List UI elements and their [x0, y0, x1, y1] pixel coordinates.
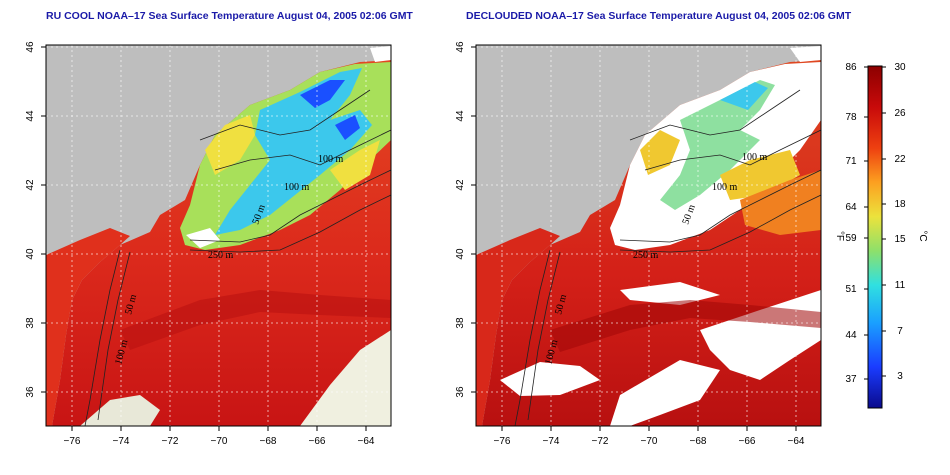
colorbar-c-tick: 18	[894, 199, 906, 210]
right-cloud-ne	[790, 46, 821, 62]
left-contour-label-100m-a: 100 m	[318, 154, 344, 165]
right-lat-tick: 36	[455, 386, 466, 398]
colorbar-f-tick: 51	[845, 284, 857, 295]
right-lon-tick-labels: −76 −74 −72 −70 −68 −66 −64	[494, 436, 805, 447]
colorbar: 86 78 71 64 59 51 44 37 30 26 22 18 15 1…	[834, 62, 928, 409]
right-cloud-south-c	[610, 360, 720, 426]
colorbar-fahrenheit-label: °F	[834, 231, 845, 241]
right-lon-tick: −76	[494, 436, 511, 447]
colorbar-gradient	[867, 65, 883, 409]
right-lat-tick-labels: 46 44 42 40 38 36	[455, 41, 466, 398]
right-cyan-patch	[720, 82, 768, 110]
left-land	[46, 45, 391, 426]
right-lat-tick: 40	[455, 248, 466, 260]
left-lat-tick: 36	[25, 386, 36, 398]
colorbar-c-tick: 3	[897, 371, 903, 382]
right-lon-tick: −72	[592, 436, 609, 447]
colorbar-celsius-ticks: 30 26 22 18 15 11 7 3	[894, 62, 906, 382]
right-lat-tick: 42	[455, 179, 466, 191]
right-map-panel: 100 m 100 m 50 m 250 m 50 m 100 m −76 −7…	[455, 41, 822, 447]
left-coastal-water	[46, 228, 130, 426]
left-cold-core	[300, 80, 360, 140]
left-lon-tick: −64	[358, 436, 375, 447]
right-land	[476, 45, 821, 426]
colorbar-left-ticks	[864, 66, 886, 380]
colorbar-f-tick: 86	[845, 62, 857, 73]
left-lat-tick: 38	[25, 317, 36, 329]
right-yellow-band	[640, 130, 800, 200]
left-cloud-se	[300, 330, 391, 426]
left-contours	[84, 89, 391, 426]
left-lon-tick: −66	[309, 436, 326, 447]
left-lon-tick: −70	[211, 436, 228, 447]
right-lon-tick: −70	[641, 436, 658, 447]
right-coastal-water	[476, 228, 560, 426]
left-yellow-band	[205, 115, 380, 190]
left-lat-tick: 46	[25, 41, 36, 53]
right-panel-title: DECLOUDED NOAA–17 Sea Surface Temperatur…	[466, 10, 852, 22]
colorbar-c-tick: 22	[894, 154, 906, 165]
right-lon-tick: −66	[739, 436, 756, 447]
right-contour-label-100m-a: 100 m	[742, 152, 768, 163]
colorbar-celsius-label: °C	[917, 230, 928, 241]
left-tick-marks	[41, 46, 367, 431]
colorbar-f-tick: 64	[845, 202, 857, 213]
colorbar-f-tick: 59	[845, 233, 857, 244]
left-cloud-ne	[370, 46, 391, 62]
colorbar-f-tick: 44	[845, 330, 857, 341]
colorbar-fahrenheit-ticks: 86 78 71 64 59 51 44 37	[845, 62, 857, 385]
right-lat-tick: 46	[455, 41, 466, 53]
left-cloud-sw	[80, 395, 160, 426]
left-panel-title: RU COOL NOAA–17 Sea Surface Temperature …	[46, 10, 413, 22]
right-cloud-south-a	[620, 282, 720, 305]
right-contour-label-250m: 250 m	[633, 250, 659, 261]
right-lon-tick: −68	[690, 436, 707, 447]
right-orange-band	[740, 170, 821, 235]
right-cool-core	[660, 80, 775, 210]
colorbar-f-tick: 37	[845, 374, 857, 385]
colorbar-c-tick: 7	[897, 326, 903, 337]
left-contour-label-250m: 250 m	[208, 250, 234, 261]
left-lon-tick: −68	[260, 436, 277, 447]
colorbar-c-tick: 11	[895, 280, 906, 291]
right-contour-label-50m-b: 50 m	[553, 293, 569, 316]
right-lon-tick: −64	[788, 436, 805, 447]
left-lat-tick: 40	[25, 248, 36, 260]
right-contours	[514, 89, 821, 426]
right-contour-label-100m-b: 100 m	[712, 182, 738, 193]
colorbar-c-tick: 30	[894, 62, 906, 73]
left-lon-tick: −72	[162, 436, 179, 447]
left-lon-tick: −76	[64, 436, 81, 447]
left-cloud-cape	[186, 228, 220, 248]
colorbar-c-tick: 26	[894, 108, 906, 119]
right-lon-tick: −74	[543, 436, 560, 447]
left-map-panel: 100 m 100 m 50 m 250 m 50 m 100 m −76 −7…	[25, 41, 392, 447]
left-lat-tick: 42	[25, 179, 36, 191]
colorbar-f-tick: 71	[845, 156, 857, 167]
right-tick-marks	[471, 46, 797, 431]
left-contour-label-100m-b: 100 m	[284, 182, 310, 193]
right-lat-tick: 38	[455, 317, 466, 329]
left-gulf-stream	[120, 290, 391, 350]
left-contour-label-50m-b: 50 m	[123, 293, 139, 316]
left-lat-tick-labels: 46 44 42 40 38 36	[25, 41, 36, 398]
left-lat-tick: 44	[25, 110, 36, 122]
right-lat-tick: 44	[455, 110, 466, 122]
colorbar-f-tick: 78	[845, 112, 857, 123]
colorbar-c-tick: 15	[894, 234, 906, 245]
left-lon-tick: −74	[113, 436, 130, 447]
left-gulf-maine-cold	[215, 68, 372, 235]
left-lon-tick-labels: −76 −74 −72 −70 −68 −66 −64	[64, 436, 375, 447]
right-gulf-stream	[550, 300, 821, 352]
